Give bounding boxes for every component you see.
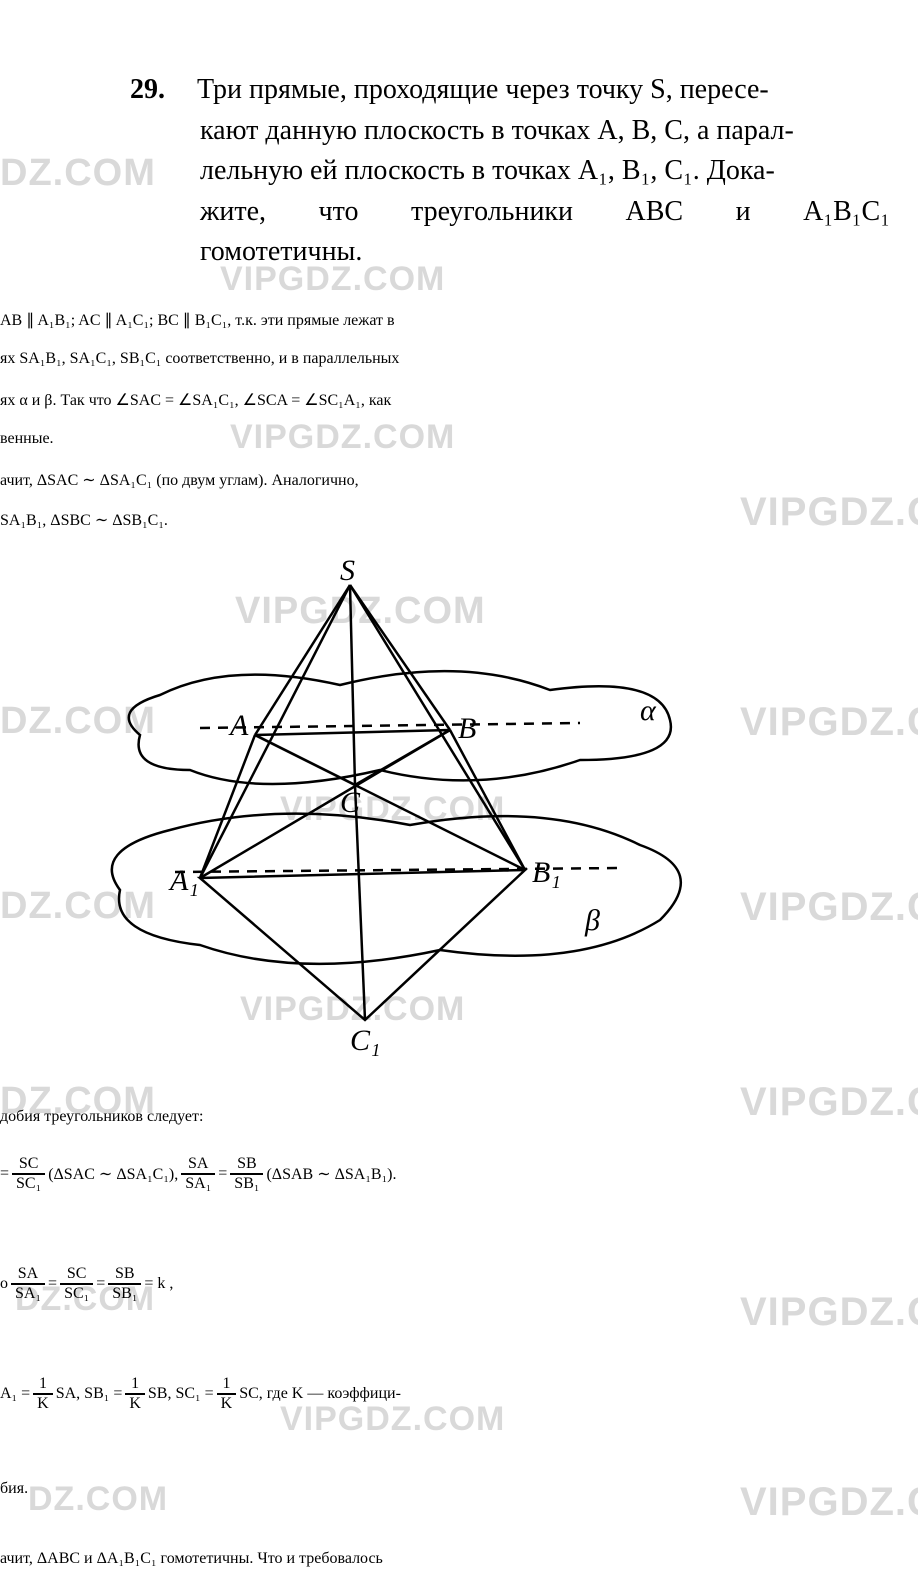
eq2-frac2: SC SC₁ — [60, 1265, 93, 1302]
eq1-f2n: SA — [181, 1155, 215, 1175]
sol-l4: венные. — [0, 430, 918, 448]
eq-row-1: = SC SC₁ (ΔSAC ∼ ΔSA₁C₁), SA SA₁ = SB SB… — [0, 1155, 918, 1192]
eq3-pre: A₁ = — [0, 1385, 30, 1403]
problem-l3: лельную ей плоскость в точках A₁, B₁, C₁… — [130, 151, 890, 192]
problem-l5: гомотетичны. — [130, 232, 890, 273]
sol-l1: AB ∥ A₁B₁; AC ∥ A₁C₁; BC ∥ B₁C₁, т.к. эт… — [0, 310, 918, 330]
eq1-f3d: SB₁ — [230, 1175, 263, 1193]
problem-l1: Три прямые, проходящие через точку S, пе… — [197, 74, 769, 105]
fig-label-S: S — [340, 560, 355, 587]
eq1-frac1: SC SC₁ — [12, 1155, 45, 1192]
eq1-frac2: SA SA₁ — [181, 1155, 215, 1192]
eq2-pre: о — [0, 1275, 8, 1293]
eq3-f2d: K — [125, 1395, 145, 1413]
sol-l5: ачит, ΔSAC ∼ ΔSA₁C₁ (по двум углам). Ана… — [0, 470, 918, 490]
sol-l2: ях SA₁B₁, SA₁C₁, SB₁C₁ соответственно, и… — [0, 350, 918, 368]
problem-l4c: треугольники — [411, 192, 573, 233]
sol-end2: ачит, ΔABC и ΔA₁B₁C₁ гомотетичны. Что и … — [0, 1550, 918, 1568]
eq2-f2n: SC — [60, 1265, 93, 1285]
problem-l2: кают данную плоскость в точках A, B, C, … — [130, 111, 890, 152]
problem-number: 29. — [130, 70, 190, 111]
problem-block: 29. Три прямые, проходящие через точку S… — [130, 70, 890, 273]
eq3-frac3: 1 K — [217, 1375, 237, 1412]
eq1-pre: = — [0, 1165, 9, 1183]
eq1-f1d: SC₁ — [12, 1175, 45, 1193]
problem-l4f: A₁B₁C₁ — [803, 192, 890, 233]
eq2-f2d: SC₁ — [60, 1285, 93, 1303]
geometry-figure: S A B C A₁ B₁ C₁ α β — [80, 560, 720, 1060]
eq2-f3d: SB₁ — [108, 1285, 141, 1303]
fig-label-B1: B₁ — [532, 856, 561, 889]
problem-l4e: и — [736, 192, 751, 233]
eq3-frac2: 1 K — [125, 1375, 145, 1412]
fig-label-C1: C₁ — [350, 1024, 380, 1057]
eq1-f3n: SB — [230, 1155, 263, 1175]
eq3-frac1: 1 K — [33, 1375, 53, 1412]
fig-label-A1: A₁ — [168, 864, 199, 897]
eq3-f3d: K — [217, 1395, 237, 1413]
eq2-f3n: SB — [108, 1265, 141, 1285]
eq3-f1d: K — [33, 1395, 53, 1413]
fig-label-C: C — [340, 786, 361, 819]
watermark-text: VIPGDZ.C — [740, 700, 918, 745]
problem-l4d: ABC — [626, 192, 684, 233]
eq2-f1d: SA₁ — [11, 1285, 45, 1303]
eq-row-3: A₁ = 1 K SA, SB₁ = 1 K SB, SC₁ = 1 K SC,… — [0, 1375, 918, 1412]
watermark-text: VIPGDZ.C — [740, 885, 918, 930]
eq1-frac3: SB SB₁ — [230, 1155, 263, 1192]
eq3-f3n: 1 — [217, 1375, 237, 1395]
problem-l4a: жите, — [200, 192, 266, 233]
eq2-post: = k , — [144, 1275, 173, 1293]
eq3-m1: SA, SB₁ = — [56, 1385, 123, 1403]
fig-label-A: A — [228, 709, 249, 742]
sol-l7: добия треугольников следует: — [0, 1108, 918, 1126]
fig-label-alpha: α — [640, 694, 657, 727]
eq3-m2: SB, SC₁ = — [148, 1385, 214, 1403]
problem-l4b: что — [319, 192, 359, 233]
eq1-post: (ΔSAB ∼ ΔSA₁B₁). — [266, 1164, 396, 1184]
fig-label-beta: β — [584, 904, 600, 937]
eq1-eq: = — [218, 1165, 227, 1183]
eq1-f2d: SA₁ — [181, 1175, 215, 1193]
eq1-mid1: (ΔSAC ∼ ΔSA₁C₁), — [48, 1164, 178, 1184]
eq3-post: SC, где K — коэффици- — [239, 1385, 401, 1403]
sol-end1: бия. — [0, 1480, 918, 1498]
sol-l6: SA₁B₁, ΔSBC ∼ ΔSB₁C₁. — [0, 510, 918, 530]
fig-label-B: B — [458, 712, 476, 745]
eq2-frac1: SA SA₁ — [11, 1265, 45, 1302]
eq3-f1n: 1 — [33, 1375, 53, 1395]
eq2-frac3: SB SB₁ — [108, 1265, 141, 1302]
sol-l3: ях α и β. Так что ∠SAC = ∠SA₁C₁, ∠SCA = … — [0, 390, 918, 410]
eq3-f2n: 1 — [125, 1375, 145, 1395]
eq-row-2: о SA SA₁ = SC SC₁ = SB SB₁ = k , — [0, 1265, 918, 1302]
eq2-f1n: SA — [11, 1265, 45, 1285]
eq1-f1n: SC — [12, 1155, 45, 1175]
